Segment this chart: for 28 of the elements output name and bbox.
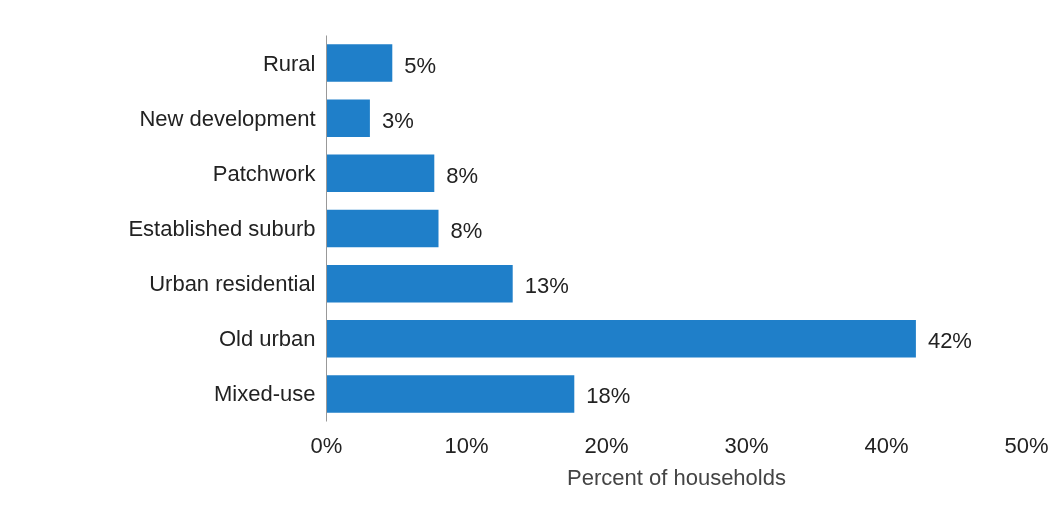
bar [326,209,439,248]
y-tick-label: Patchwork [212,160,317,186]
y-tick-label: New development [139,105,316,131]
y-tick-label: Old urban [218,326,316,352]
x-axis-title: Percent of households [567,464,786,490]
x-tick-label: 30% [724,432,769,458]
x-tick-label: 10% [444,432,489,458]
data-label: 42% [927,328,972,354]
bar [326,264,513,303]
data-label: 8% [450,218,483,243]
y-tick-label: Established suburb [128,216,316,241]
data-label: 8% [446,162,479,188]
bar [326,99,370,137]
bar [326,44,393,82]
bar [326,320,916,358]
data-label: 13% [524,273,569,299]
y-tick-label: Rural [262,50,316,76]
x-tick-label: 20% [584,432,629,458]
bar [326,375,575,413]
y-tick-label: Urban residential [149,271,316,297]
y-tick-label: Mixed-use [214,381,316,407]
bar [326,154,435,193]
x-tick-label: 40% [864,432,909,458]
data-label: 5% [404,52,437,78]
data-label: 3% [381,107,414,133]
data-label: 18% [586,383,631,409]
x-tick-label: 50% [1004,432,1049,458]
x-tick-label: 0% [310,432,343,458]
